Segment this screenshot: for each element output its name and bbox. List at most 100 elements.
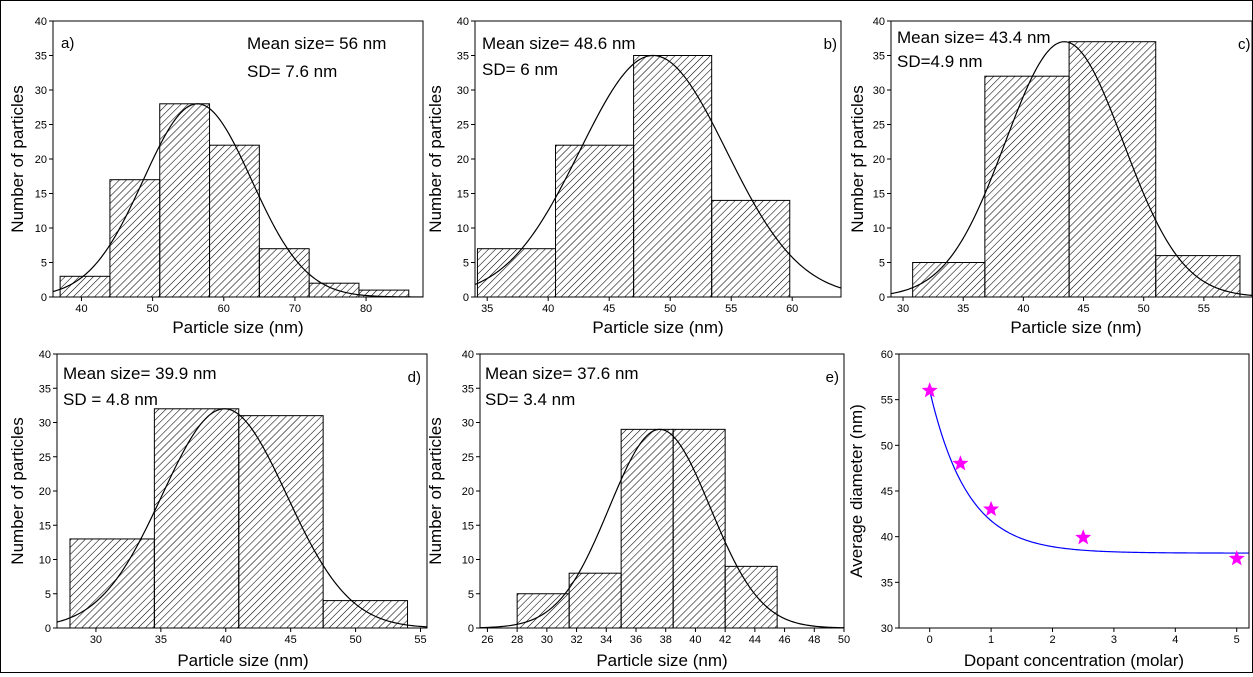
y-tick-label-a: 25 xyxy=(35,120,47,132)
fit-curve-d xyxy=(57,408,427,628)
x-tick-label-e: 44 xyxy=(749,634,761,646)
axes-c: 30 35 40 45 50 55 0 5 10 15 20 25 30 35 40 xyxy=(873,16,1253,315)
y-tick-label-b: 0 xyxy=(463,292,469,304)
axes-e: 26 28 30 32 34 36 38 40 42 44 46 48 50 0 5 10 15 20 25 30 35… xyxy=(462,349,850,646)
y-tick-label-d: 25 xyxy=(39,452,51,464)
y-tick-label-e: 35 xyxy=(462,383,474,395)
y-tick-label-a: 40 xyxy=(35,16,47,28)
fit-line-f xyxy=(928,386,1249,554)
histogram-bar-e-3 xyxy=(620,428,674,629)
x-tick-label-b: 50 xyxy=(664,303,676,315)
y-tick-label-d: 35 xyxy=(39,383,51,395)
y-tick-label-c: 35 xyxy=(873,51,885,63)
y-axis-title-f: Average diameter (nm) xyxy=(847,404,866,578)
y-tick-label-c: 10 xyxy=(873,223,885,235)
y-tick-label-c: 40 xyxy=(873,16,885,28)
y-tick-label-e: 20 xyxy=(462,486,474,498)
y-tick-label-c: 5 xyxy=(879,258,885,270)
histogram-bar-e-5 xyxy=(724,565,778,629)
y-tick-label-d: 40 xyxy=(39,349,51,361)
x-axis-title-d: Particle size (nm) xyxy=(177,651,308,670)
x-tick-label-d: 40 xyxy=(220,634,232,646)
y-tick-label-b: 10 xyxy=(457,223,469,235)
x-tick-label-b: 45 xyxy=(603,303,615,315)
axes-b: 35 40 45 50 55 60 0 5 10 15 20 25 30 35 40 xyxy=(457,16,842,315)
x-tick-label-d: 35 xyxy=(155,634,167,646)
x-tick-label-c: 45 xyxy=(1077,303,1089,315)
panel-label-b: b) xyxy=(824,36,837,53)
x-tick-label-e: 40 xyxy=(689,634,701,646)
x-axis-title-e: Particle size (nm) xyxy=(596,651,727,670)
y-tick-label-f: 45 xyxy=(881,486,893,498)
data-point-f-4 xyxy=(1075,529,1092,545)
y-tick-label-a: 35 xyxy=(35,51,47,63)
histogram-bar-a-5 xyxy=(258,248,310,298)
x-axis-title-a: Particle size (nm) xyxy=(172,318,303,337)
panel-label-a: a) xyxy=(61,35,74,52)
x-tick-label-b: 55 xyxy=(725,303,737,315)
chart-panel-c: 30 35 40 45 50 55 0 5 10 15 20 25 30 35 40 Particle si… xyxy=(848,16,1253,337)
histogram-bar-a-3 xyxy=(159,103,211,298)
histogram-bar-e-2 xyxy=(568,572,622,629)
x-tick-label-b: 35 xyxy=(481,303,493,315)
x-tick-label-c: 40 xyxy=(1017,303,1029,315)
y-tick-label-d: 10 xyxy=(39,555,51,567)
histogram-bars-d xyxy=(69,408,409,629)
chart-panel-b: 35 40 45 50 55 60 0 5 10 15 20 25 30 35 40 Particle si… xyxy=(426,16,842,337)
x-tick-label-c: 55 xyxy=(1198,303,1210,315)
x-tick-label-e: 34 xyxy=(600,634,612,646)
x-axis-title-f: Dopant concentration (molar) xyxy=(964,651,1184,670)
fit-curve-b xyxy=(475,54,841,289)
x-tick-label-c: 35 xyxy=(957,303,969,315)
y-tick-label-b: 30 xyxy=(457,85,469,97)
x-tick-label-b: 40 xyxy=(542,303,554,315)
y-axis-title-e: Number of particles xyxy=(426,417,445,564)
data-point-f-1 xyxy=(921,382,938,398)
histogram-bar-d-3 xyxy=(238,415,324,629)
x-tick-label-d: 50 xyxy=(349,634,361,646)
y-tick-label-d: 15 xyxy=(39,520,51,532)
y-tick-label-d: 20 xyxy=(39,486,51,498)
chart-panel-e: 26 28 30 32 34 36 38 40 42 44 46 48 50 0 5 10 15 20 25 30 35… xyxy=(426,349,850,670)
y-tick-label-a: 20 xyxy=(35,154,47,166)
x-tick-label-e: 26 xyxy=(481,634,493,646)
fit-curve-a xyxy=(53,103,423,297)
histogram-bar-b-1 xyxy=(476,248,557,298)
y-tick-label-c: 20 xyxy=(873,154,885,166)
panel-label-d: d) xyxy=(408,369,421,386)
histogram-bar-b-3 xyxy=(633,55,713,298)
annotation-mean-d: Mean size= 39.9 nm xyxy=(63,364,217,383)
y-tick-label-c: 0 xyxy=(879,292,885,304)
x-tick-label-d: 45 xyxy=(285,634,297,646)
x-tick-label-f: 1 xyxy=(988,634,994,646)
data-point-f-3 xyxy=(983,500,1000,517)
y-tick-label-e: 0 xyxy=(468,623,474,635)
x-tick-label-c: 50 xyxy=(1138,303,1150,315)
histogram-bar-d-2 xyxy=(153,408,240,629)
annotation-sd-c: SD=4.9 nm xyxy=(897,52,983,71)
y-tick-label-d: 5 xyxy=(45,589,51,601)
annotation-mean-b: Mean size= 48.6 nm xyxy=(482,34,636,53)
fit-curve-c xyxy=(891,41,1252,296)
x-tick-label-d: 55 xyxy=(414,634,426,646)
histogram-bars-e xyxy=(516,428,778,629)
annotation-mean-a: Mean size= 56 nm xyxy=(247,34,386,53)
fit-line-e xyxy=(480,428,844,628)
y-tick-label-a: 15 xyxy=(35,189,47,201)
x-axis-title-b: Particle size (nm) xyxy=(592,318,723,337)
x-tick-label-e: 32 xyxy=(570,634,582,646)
x-tick-label-a: 50 xyxy=(146,303,158,315)
data-point-f-5 xyxy=(1228,550,1245,566)
y-tick-label-f: 35 xyxy=(881,577,893,589)
fit-line-d xyxy=(57,408,427,628)
x-tick-label-f: 3 xyxy=(1111,634,1117,646)
y-axis-title-c: Number pf particles xyxy=(848,85,867,232)
x-tick-label-e: 50 xyxy=(838,634,850,646)
y-tick-label-e: 40 xyxy=(462,349,474,361)
x-tick-label-a: 60 xyxy=(218,303,230,315)
annotation-mean-e: Mean size= 37.6 nm xyxy=(485,364,639,383)
fit-curve-e xyxy=(480,428,844,628)
annotation-mean-c: Mean size= 43.4 nm xyxy=(897,28,1051,47)
